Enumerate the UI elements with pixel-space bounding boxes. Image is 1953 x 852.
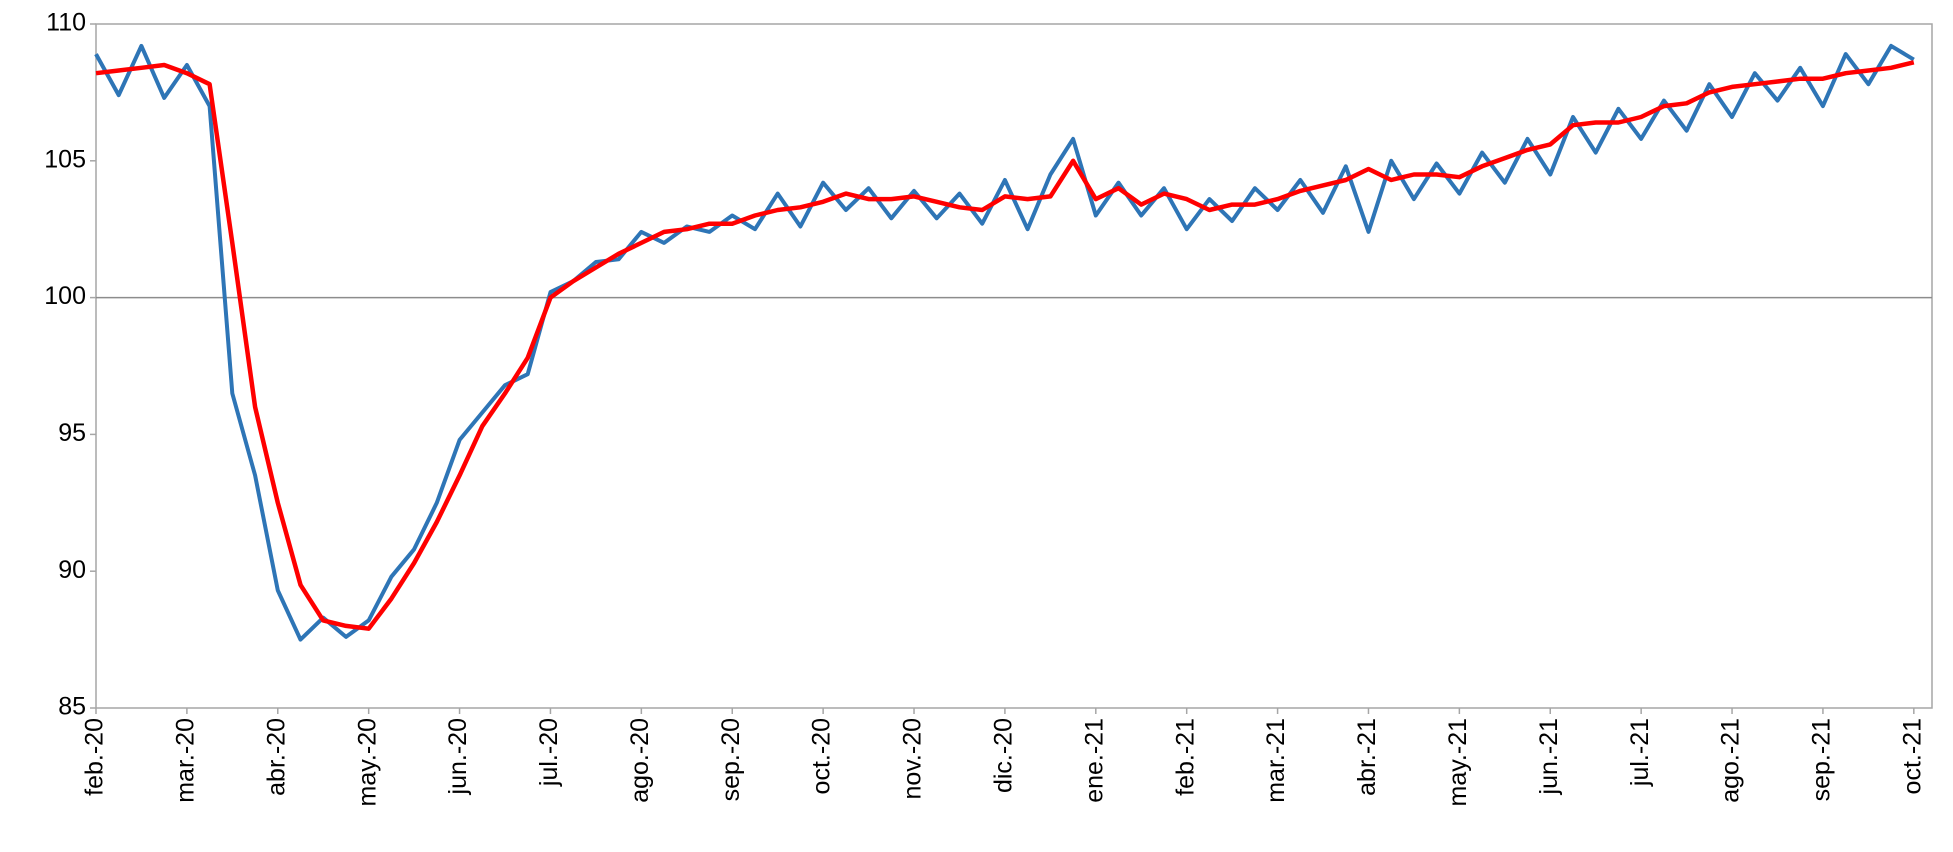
x-tick-label: mar.-21 — [1262, 718, 1290, 803]
y-tick-label: 110 — [46, 9, 86, 37]
x-tick-label: feb.-20 — [81, 718, 109, 796]
y-tick-label: 95 — [58, 419, 86, 447]
plot-frame — [95, 23, 1933, 709]
x-tick-label: nov.-20 — [899, 718, 927, 800]
y-tick-label: 90 — [58, 556, 86, 584]
x-tick-label: oct.-20 — [808, 718, 836, 794]
x-tick-label: ene.-21 — [1080, 718, 1108, 803]
x-tick-label: sep.-20 — [717, 718, 745, 801]
y-tick-label: 105 — [44, 145, 86, 173]
x-tick-label: jul.-20 — [535, 718, 563, 787]
series-line — [95, 60, 1915, 631]
x-tick-label: oct.-21 — [1898, 718, 1926, 794]
x-tick-label: abr.-21 — [1353, 718, 1381, 796]
x-tick-label: dic.-20 — [990, 718, 1018, 793]
x-tick-label: mar.-20 — [172, 718, 200, 803]
x-tick-label: abr.-20 — [262, 718, 290, 796]
x-tick-label: may.-20 — [353, 718, 381, 806]
series-line — [94, 43, 1915, 642]
y-tick-label: 100 — [44, 282, 86, 310]
x-tick-label: may.-21 — [1444, 718, 1472, 806]
x-tick-label: jun.-20 — [444, 718, 472, 795]
x-tick-label: ago.-21 — [1717, 718, 1745, 803]
x-tick-label: ago.-20 — [626, 718, 654, 803]
y-tick-label: 85 — [58, 693, 86, 721]
x-tick-label: jun.-21 — [1535, 718, 1563, 795]
x-tick-label: jul.-21 — [1626, 718, 1654, 787]
x-tick-label: feb.-21 — [1171, 718, 1199, 796]
x-tick-label: sep.-21 — [1808, 718, 1836, 801]
